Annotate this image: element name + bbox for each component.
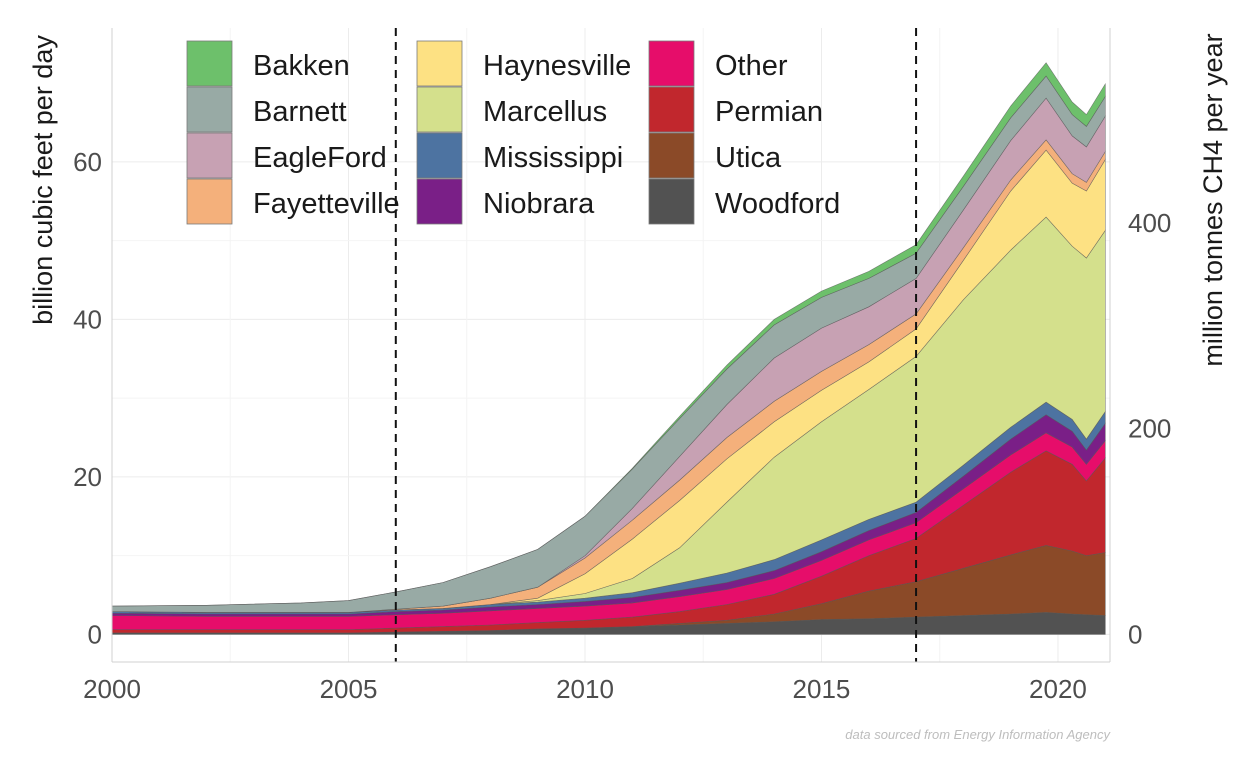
x-tick-label: 2015 [793,674,851,704]
source-caption: data sourced from Energy Information Age… [845,727,1111,742]
legend-key-other [648,40,695,87]
legend-key-mississippi [416,132,463,179]
legend-label-barnett: Barnett [253,96,347,128]
legend-key-marcellus [416,86,463,133]
x-tick-label: 2000 [83,674,141,704]
x-tick-label: 2010 [556,674,614,704]
y-tick-label: 0 [88,619,102,649]
legend-key-eagleford [186,132,233,179]
y-tick-label: 20 [73,462,102,492]
legend-label-marcellus: Marcellus [483,96,607,128]
legend-key-haynesville [416,40,463,87]
y-axis-title: billion cubic feet per day [28,35,58,325]
y-tick-label: 40 [73,304,102,334]
x-tick-label: 2020 [1029,674,1087,704]
x-tick-label: 2005 [320,674,378,704]
area-bakken [111,62,1106,607]
legend-label-eagleford: EagleFord [253,142,387,174]
legend-label-bakken: Bakken [253,50,350,82]
legend-label-haynesville: Haynesville [483,50,631,82]
legend-label-woodford: Woodford [715,188,840,220]
legend-label-mississippi: Mississippi [483,142,623,174]
y2-tick-label: 0 [1128,619,1142,649]
legend-key-utica [648,132,695,179]
legend-label-other: Other [715,50,788,82]
reference-lines [394,28,918,662]
y2-axis-title: million tonnes CH4 per year [1198,33,1228,366]
legend-label-utica: Utica [715,142,782,174]
y-tick-label: 60 [73,147,102,177]
legend-key-fayetteville [186,178,233,225]
series-areas [111,62,1106,635]
y2-tick-label: 200 [1128,414,1171,444]
legend-key-niobrara [416,178,463,225]
legend-label-fayetteville: Fayetteville [253,188,400,220]
legend-label-niobrara: Niobrara [483,188,595,220]
legend: Bakken Barnett EagleFord Fayetteville Haynes… [186,40,840,225]
legend-key-barnett [186,86,233,133]
axes: 2000 2005 2010 2015 2020 0 20 40 60 0 200 400 [73,28,1171,704]
legend-key-bakken [186,40,233,87]
y2-tick-label: 400 [1128,208,1171,238]
legend-key-permian [648,86,695,133]
legend-key-woodford [648,178,695,225]
legend-label-permian: Permian [715,96,823,128]
